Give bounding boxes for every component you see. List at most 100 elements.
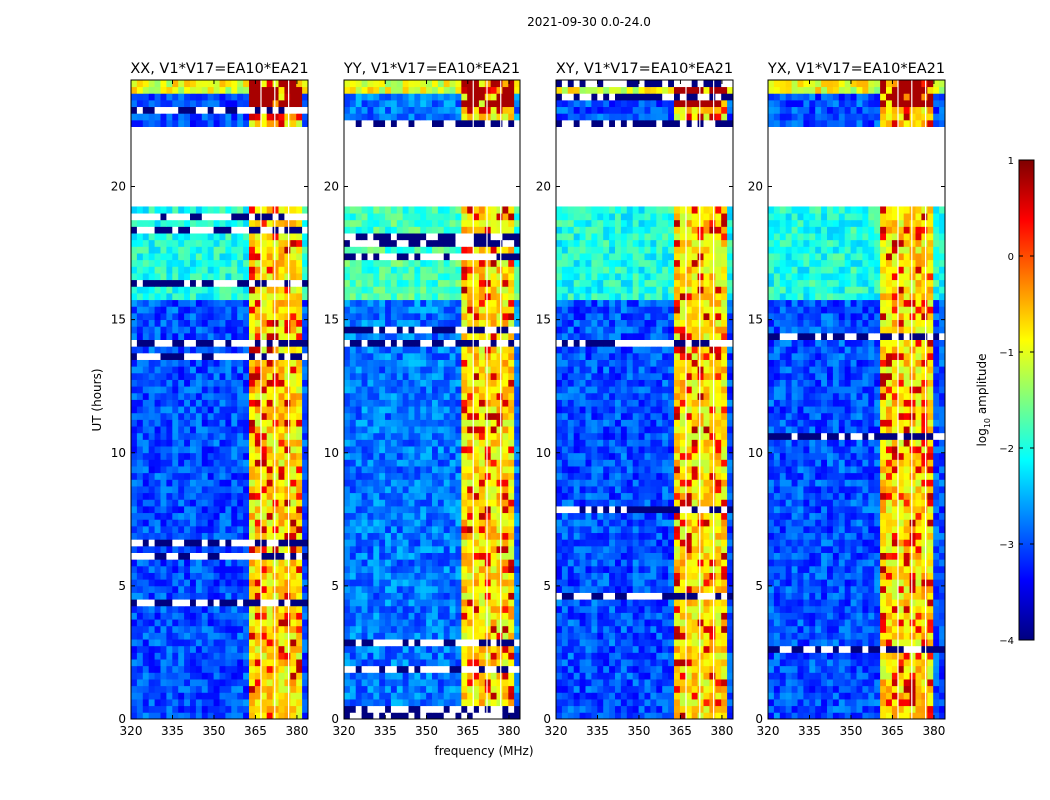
heatmap-cell [344, 392, 351, 400]
heatmap-cell [443, 226, 450, 234]
heatmap-cell [367, 439, 374, 447]
heatmap-cell [237, 406, 244, 414]
heatmap-cell [249, 246, 256, 254]
heatmap-cell [349, 585, 357, 593]
heatmap-cell [344, 113, 351, 121]
heatmap-cell [490, 233, 497, 241]
heatmap-cell [160, 286, 167, 294]
heatmap-cell [390, 372, 398, 380]
heatmap-cell [243, 233, 250, 241]
heatmap-cell [432, 206, 439, 214]
heatmap-cell [490, 652, 497, 660]
heatmap-cell [373, 565, 380, 573]
heatmap-cell [272, 512, 279, 520]
heatmap-cell [473, 106, 480, 114]
heatmap-cell [184, 645, 191, 653]
heatmap-cell [249, 672, 256, 680]
heatmap-cell [296, 86, 303, 94]
heatmap-cell [154, 525, 161, 534]
heatmap-cell [225, 539, 232, 547]
heatmap-cell [344, 213, 351, 221]
heatmap-cell [178, 319, 185, 327]
heatmap-cell [508, 339, 515, 347]
heatmap-cell [142, 86, 150, 94]
heatmap-cell [166, 539, 173, 547]
heatmap-cell [302, 219, 309, 227]
heatmap-cell [254, 86, 262, 94]
heatmap-cell [349, 599, 357, 607]
heatmap-cell [142, 705, 150, 713]
heatmap-cell [260, 712, 268, 720]
heatmap-cell [344, 419, 351, 427]
heatmap-cell [478, 386, 486, 394]
heatmap-cell [367, 592, 374, 600]
heatmap-cell [278, 293, 285, 301]
heatmap-cell [349, 293, 357, 301]
heatmap-cell [514, 452, 521, 460]
heatmap-cell [219, 419, 226, 427]
heatmap-cell [473, 632, 480, 640]
heatmap-cell [461, 426, 468, 434]
heatmap-cell [148, 679, 155, 687]
heatmap-cell [237, 499, 244, 507]
heatmap-cell [178, 466, 185, 474]
heatmap-cell [502, 599, 509, 607]
heatmap-cell [437, 446, 445, 454]
heatmap-cell [260, 219, 268, 227]
heatmap-cell [154, 506, 161, 514]
heatmap-cell [142, 466, 150, 474]
heatmap-cell [296, 692, 303, 700]
heatmap-cell [290, 293, 297, 301]
heatmap-cell [254, 106, 262, 114]
heatmap-cell [443, 459, 450, 467]
heatmap-cell [449, 359, 456, 367]
heatmap-cell [213, 692, 220, 700]
heatmap-cell [514, 552, 521, 560]
heatmap-cell [243, 406, 250, 414]
heatmap-cell [190, 379, 197, 387]
heatmap-cell [455, 113, 462, 121]
heatmap-cell [302, 506, 309, 514]
heatmap-cell [154, 665, 161, 673]
heatmap-cell [502, 486, 509, 494]
heatmap-cell [142, 386, 150, 394]
heatmap-cell [437, 492, 445, 500]
heatmap-cell [502, 326, 509, 334]
heatmap-cell [142, 106, 150, 114]
heatmap-cell [195, 665, 203, 673]
heatmap-cell [219, 486, 226, 494]
heatmap-cell [490, 352, 497, 360]
heatmap-cell [296, 119, 303, 127]
heatmap-cell [437, 439, 445, 447]
heatmap-cell [402, 293, 409, 301]
heatmap-cell [225, 439, 232, 447]
heatmap-cell [201, 525, 209, 534]
heatmap-cell [284, 253, 291, 261]
heatmap-cell [461, 605, 468, 613]
heatmap-cell [178, 233, 185, 241]
heatmap-cell [508, 579, 515, 587]
heatmap-cell [231, 366, 238, 374]
heatmap-cell [249, 519, 256, 527]
heatmap-cell [254, 339, 262, 347]
heatmap-cell [154, 366, 161, 374]
heatmap-cell [420, 372, 427, 380]
heatmap-cell [408, 625, 415, 633]
heatmap-cell [461, 366, 468, 374]
heatmap-cell [432, 226, 439, 234]
heatmap-cell [414, 619, 421, 627]
heatmap-cell [172, 472, 179, 480]
heatmap-cell [231, 659, 238, 667]
heatmap-cell [284, 412, 291, 420]
heatmap-cell [225, 419, 232, 427]
heatmap-cell [260, 233, 268, 241]
heatmap-cell [266, 466, 273, 474]
heatmap-cell [443, 106, 450, 114]
heatmap-cell [414, 233, 421, 241]
heatmap-cell [367, 293, 374, 301]
heatmap-cell [408, 659, 415, 667]
heatmap-cell [254, 239, 262, 247]
heatmap-cell [361, 525, 368, 534]
heatmap-cell [160, 585, 167, 593]
heatmap-cell [385, 253, 392, 261]
